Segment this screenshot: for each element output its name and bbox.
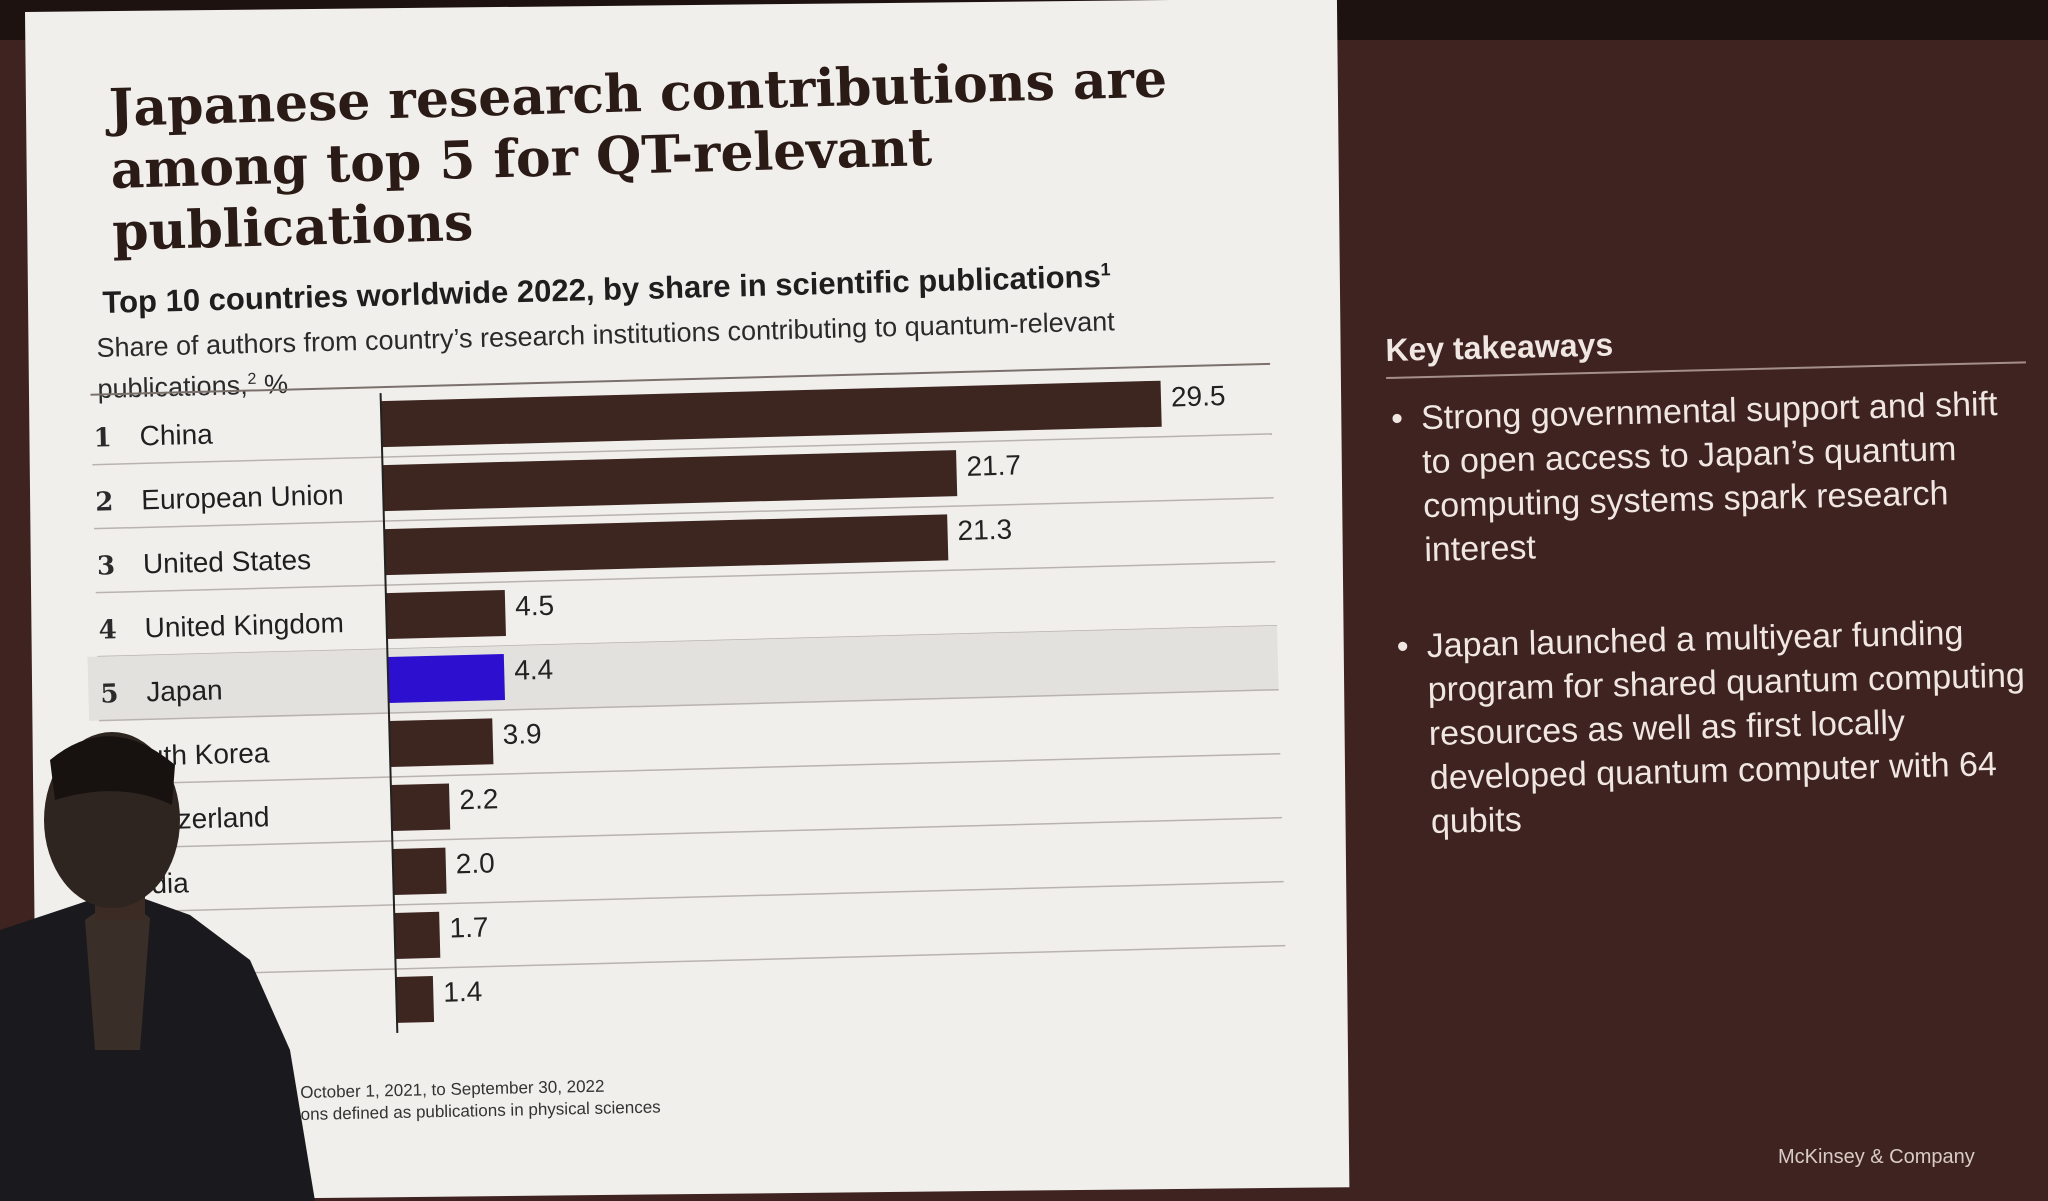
rank-label: 1	[93, 423, 112, 453]
brand-logo-text: McKinsey & Company	[1778, 1146, 1975, 1168]
bar	[380, 380, 1162, 448]
bar	[385, 589, 506, 640]
bar	[390, 783, 451, 831]
value-label: 2.0	[455, 847, 495, 879]
bar	[384, 514, 949, 576]
presenter-silhouette	[0, 732, 315, 1201]
value-label: 4.5	[515, 590, 555, 622]
y-axis-line	[379, 393, 399, 1033]
row-divider	[105, 944, 1286, 978]
value-label: 21.3	[957, 514, 1012, 546]
value-label: 21.7	[966, 449, 1021, 481]
takeaway-item: • Japan launched a multiyear funding prog…	[1392, 609, 2037, 845]
bar	[389, 718, 494, 768]
bar	[387, 654, 505, 704]
key-takeaways-panel: Key takeaways • Strong governmental suppo…	[1385, 316, 2039, 896]
rank-label: 2	[95, 487, 114, 517]
value-label: 4.4	[514, 654, 554, 686]
category-label: China	[139, 419, 213, 452]
bullet-icon: •	[1390, 399, 1404, 438]
rank-label: 3	[97, 551, 116, 581]
category-label: European Union	[141, 479, 344, 515]
row-divider	[94, 497, 1274, 530]
row-divider	[100, 752, 1281, 786]
bar-chart: 1 China 29.5 2 European Union 21.7 3 United Sta…	[87, 362, 1286, 1033]
takeaway-item: • Strong governmental support and shift t…	[1387, 381, 2031, 573]
bullet-icon: •	[1396, 627, 1410, 666]
row-divider	[104, 880, 1284, 914]
takeaways-list: • Strong governmental support and shift t…	[1387, 381, 2038, 845]
rank-label: 4	[98, 615, 117, 645]
category-label: United Kingdom	[144, 607, 344, 643]
value-label: 1.7	[449, 912, 489, 944]
value-label: 3.9	[502, 718, 542, 750]
slide-headline: Japanese research contributions are amon…	[108, 48, 1168, 263]
bar	[394, 911, 441, 959]
row-divider	[92, 433, 1272, 466]
takeaway-text: Japan launched a multiyear funding progr…	[1426, 613, 2026, 842]
row-divider	[102, 816, 1283, 850]
value-label: 1.4	[443, 976, 483, 1008]
takeaway-text: Strong governmental support and shift to…	[1420, 385, 1998, 570]
bar	[395, 975, 435, 1023]
bar	[382, 450, 958, 512]
chart-top-rule	[90, 362, 1271, 396]
value-label: 29.5	[1171, 380, 1226, 412]
category-label: United States	[143, 544, 312, 579]
chart-title-footnote-mark: 1	[1100, 259, 1111, 280]
row-divider	[99, 688, 1279, 722]
rank-label: 5	[100, 679, 119, 709]
value-label: 2.2	[459, 783, 499, 815]
category-label: Japan	[146, 674, 223, 707]
bar	[392, 847, 447, 895]
row-divider	[95, 561, 1276, 594]
